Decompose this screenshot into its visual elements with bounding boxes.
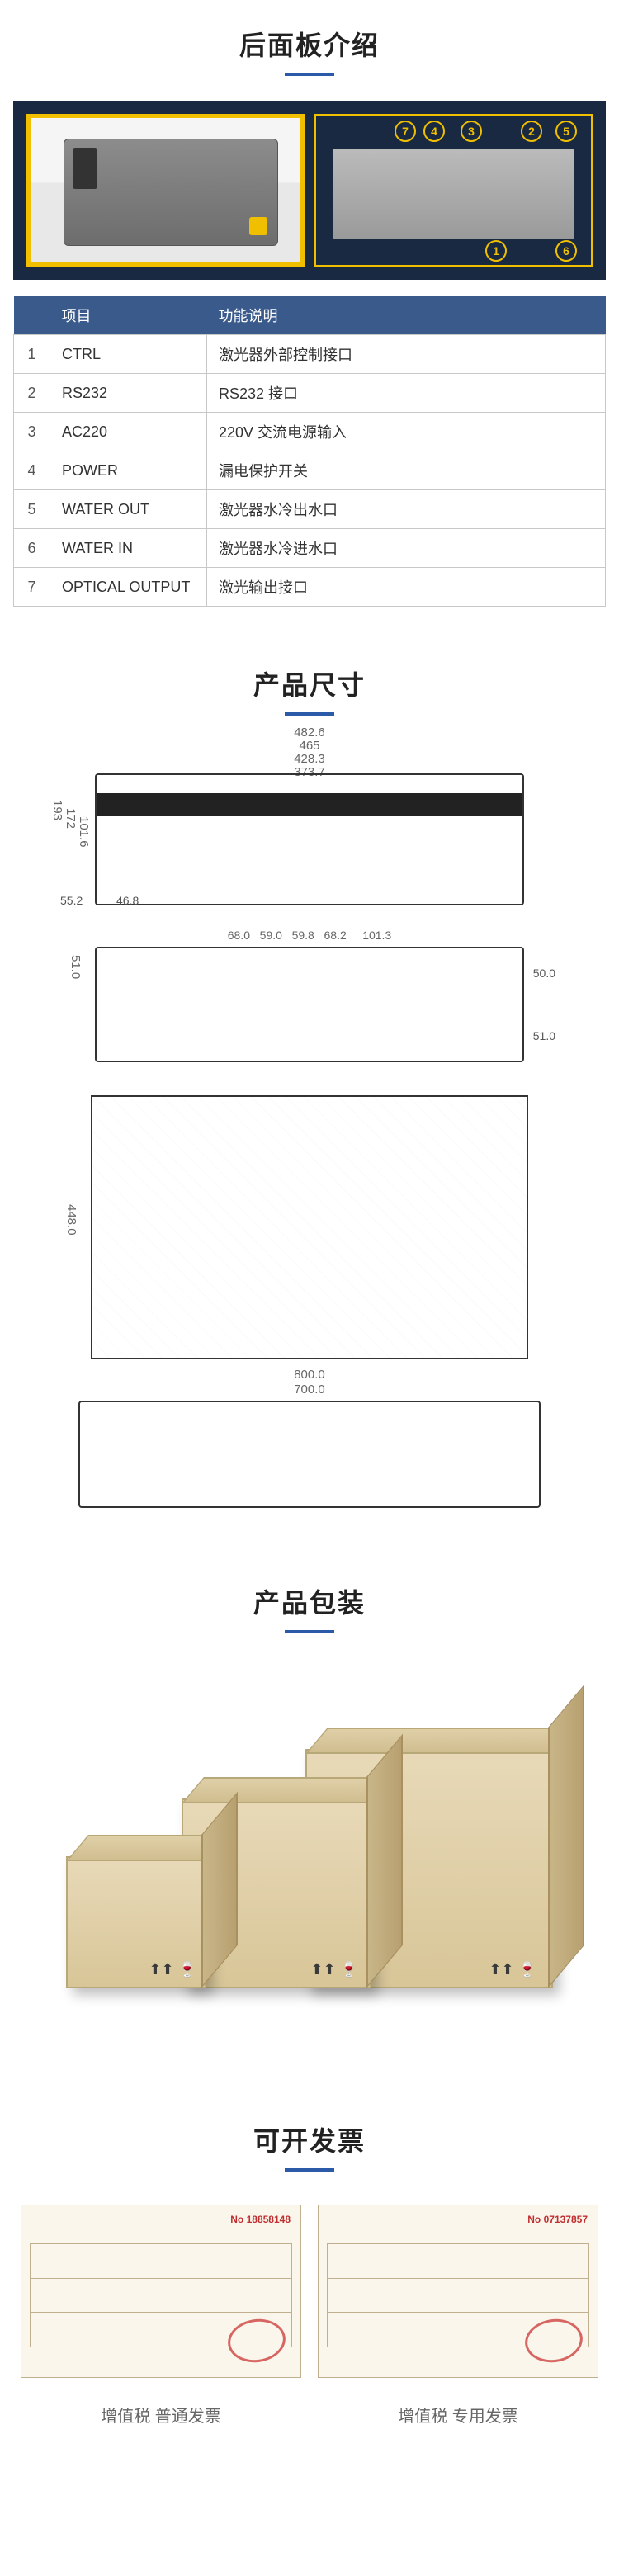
dim-rear-d3: 59.8 [292,929,314,942]
cell-num: 5 [14,490,50,529]
cell-num: 2 [14,374,50,413]
rear-photo [26,114,305,267]
top-view-drawing: 448.0 [91,1095,528,1359]
th-desc: 功能说明 [207,296,606,335]
dimensions-block: 482.6 465 428.3 373.7 193 172 101.6 55.2… [25,773,594,1508]
table-row: 6WATER IN激光器水冷进水口 [14,529,606,568]
callout-2: 2 [521,121,542,142]
callout-5: 5 [555,121,577,142]
rear-view-drawing: 51.0 50.0 51.0 [95,947,524,1062]
dim-side-w1: 800.0 [25,1368,594,1382]
dim-front-w1: 482.6 [25,726,594,740]
table-row: 2RS232RS232 接口 [14,374,606,413]
invoice-captions: 增值税 普通发票 增值税 专用发票 [0,2403,619,2427]
cell-desc: 激光器水冷出水口 [207,490,606,529]
dim-front-h5: 46.8 [116,894,139,907]
dim-front-w2: 465 [25,739,594,753]
invoice-left: No 18858148 [21,2205,301,2378]
side-view-drawing [78,1401,541,1508]
dim-front-h2: 172 [64,808,78,829]
heading-underline [285,1630,334,1633]
cell-desc: 漏电保护开关 [207,451,606,490]
cell-num: 6 [14,529,50,568]
cell-num: 1 [14,335,50,374]
table-row: 7OPTICAL OUTPUT激光输出接口 [14,568,606,607]
dim-front-h1: 193 [50,800,64,820]
heading-underline [285,73,334,76]
table-row: 3AC220220V 交流电源输入 [14,413,606,451]
rear-panel-table: 项目 功能说明 1CTRL激光器外部控制接口2RS232RS232 接口3AC2… [13,296,606,607]
rear-panel-hero: 7 4 3 2 5 1 6 [13,101,606,280]
table-row: 5WATER OUT激光器水冷出水口 [14,490,606,529]
dim-rear-s3: 51.0 [533,1029,555,1042]
crate-mark: ⬆⬆ 🍷 [489,1961,536,1978]
heading-dims: 产品尺寸 [0,664,619,702]
dim-rear-d1: 68.0 [228,929,250,942]
heading-packaging: 产品包装 [0,1582,619,1620]
dim-rear-d5: 101.3 [362,929,391,942]
dim-front-w3: 428.3 [25,752,594,766]
cell-item: WATER OUT [50,490,207,529]
table-row: 1CTRL激光器外部控制接口 [14,335,606,374]
invoice-number: No 18858148 [230,2214,291,2225]
cell-desc: RS232 接口 [207,374,606,413]
dim-rear-d4: 68.2 [324,929,347,942]
section-title-invoice: 可开发票 [0,2096,619,2180]
cell-item: WATER IN [50,529,207,568]
invoice-right: No 07137857 [318,2205,598,2378]
cell-item: CTRL [50,335,207,374]
cell-desc: 220V 交流电源输入 [207,413,606,451]
callout-1: 1 [485,240,507,262]
cell-num: 4 [14,451,50,490]
cell-num: 3 [14,413,50,451]
section-title-packaging: 产品包装 [0,1557,619,1642]
caption-left: 增值税 普通发票 [21,2403,301,2427]
cell-item: OPTICAL OUTPUT [50,568,207,607]
crate-mark: ⬆⬆ 🍷 [149,1961,196,1978]
dim-rear-s1: 51.0 [69,955,83,979]
th-item: 项目 [50,296,207,335]
callout-3: 3 [461,121,482,142]
device-photo-shape [64,139,278,246]
dim-top-l: 448.0 [64,1204,78,1236]
dim-rear-s2: 50.0 [533,967,555,980]
caption-right: 增值税 专用发票 [318,2403,598,2427]
heading-rear: 后面板介绍 [0,25,619,63]
table-row: 4POWER漏电保护开关 [14,451,606,490]
heading-invoice: 可开发票 [0,2120,619,2158]
cell-desc: 激光器水冷进水口 [207,529,606,568]
callout-4: 4 [423,121,445,142]
callout-6: 6 [555,240,577,262]
dim-front-h3: 101.6 [77,816,91,848]
crate-small: ⬆⬆ 🍷 [66,1856,206,1988]
rear-diagram: 7 4 3 2 5 1 6 [314,114,593,267]
front-stripe [97,793,522,816]
heading-underline [285,712,334,716]
crate-mark: ⬆⬆ 🍷 [310,1961,358,1978]
cell-desc: 激光器外部控制接口 [207,335,606,374]
section-title-rear: 后面板介绍 [0,0,619,84]
diagram-board [333,149,574,239]
cell-item: POWER [50,451,207,490]
cell-num: 7 [14,568,50,607]
dim-rear-d2: 59.0 [260,929,282,942]
th-num [14,296,50,335]
packaging-block: ⬆⬆ 🍷 ⬆⬆ 🍷 ⬆⬆ 🍷 [0,1666,619,2046]
cell-item: RS232 [50,374,207,413]
section-title-dims: 产品尺寸 [0,640,619,724]
invoice-number: No 07137857 [527,2214,588,2225]
dim-front-h4: 55.2 [60,894,83,907]
callout-7: 7 [395,121,416,142]
dim-side-w2: 700.0 [25,1383,594,1397]
front-view-drawing: 193 172 101.6 55.2 46.8 [95,773,524,905]
cell-desc: 激光输出接口 [207,568,606,607]
heading-underline [285,2168,334,2172]
invoices-row: No 18858148 No 07137857 [13,2205,606,2378]
cell-item: AC220 [50,413,207,451]
